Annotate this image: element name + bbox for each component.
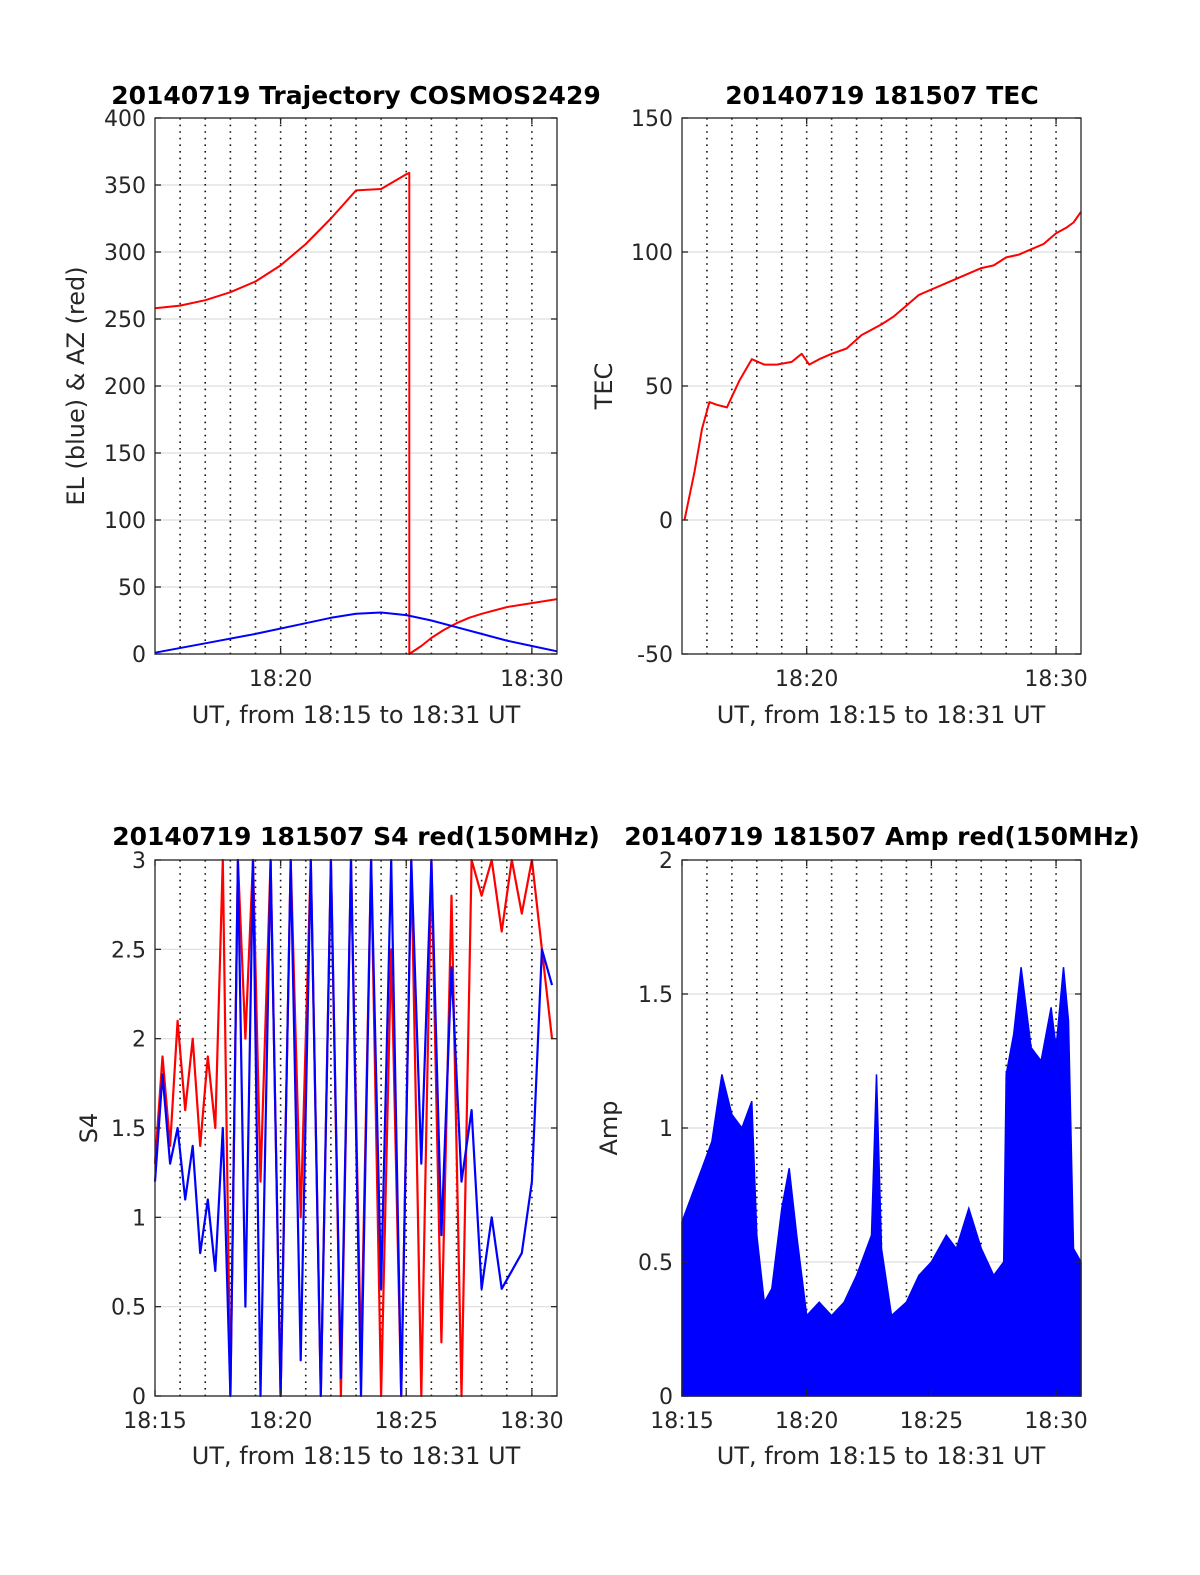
y-tick-label: 1.5 — [111, 1117, 146, 1142]
panel-trajectory: 20140719 Trajectory COSMOS2429 0 50 100 150… — [62, 81, 601, 729]
y-tick-label: 0 — [132, 643, 146, 668]
y-tick-label: 400 — [104, 107, 146, 132]
panel-s4: 20140719 181507 S4 red(150MHz) 0 0.5 1 1.5 2… — [75, 822, 600, 1470]
x-tick-label: 18:15 — [123, 1409, 186, 1434]
x-tick-label: 18:20 — [775, 1409, 838, 1434]
x-axis-label: UT, from 18:15 to 18:31 UT — [717, 701, 1046, 729]
y-tick-label: 1 — [659, 1117, 673, 1142]
y-tick-label: 0.5 — [111, 1296, 146, 1321]
y-tick-label: 3 — [132, 849, 146, 874]
y-tick-label: 50 — [645, 375, 673, 400]
series-AZ-line — [154, 171, 558, 655]
panel-title: 20140719 181507 Amp red(150MHz) — [624, 822, 1140, 851]
y-tick-label: 200 — [104, 375, 146, 400]
y-tick-label: 100 — [104, 509, 146, 534]
x-tick-label: 18:30 — [1024, 667, 1087, 692]
y-tick-label: 0 — [132, 1385, 146, 1410]
y-tick-label: -50 — [637, 643, 673, 668]
y-tick-label: 300 — [104, 241, 146, 266]
series-EL-line — [154, 611, 558, 654]
y-tick-label: 250 — [104, 308, 146, 333]
y-axis-label: S4 — [75, 1113, 103, 1144]
x-tick-label: 18:20 — [249, 1409, 312, 1434]
panel-tec: 20140719 181507 TEC -50 0 50 100 150 18:20 18:… — [590, 81, 1088, 729]
y-tick-label: 350 — [104, 174, 146, 199]
panel-title: 20140719 181507 TEC — [725, 81, 1038, 110]
y-axis-label: TEC — [590, 363, 618, 411]
y-tick-label: 100 — [631, 241, 673, 266]
y-tick-label: 1.5 — [638, 983, 673, 1008]
series-blue-line — [153, 858, 554, 1398]
x-tick-label: 18:15 — [650, 1409, 713, 1434]
panel-title: 20140719 181507 S4 red(150MHz) — [112, 822, 600, 851]
x-tick-label: 18:20 — [775, 667, 838, 692]
y-axis-label: EL (blue) & AZ (red) — [62, 266, 90, 505]
y-tick-label: 2 — [659, 849, 673, 874]
y-tick-label: 150 — [631, 107, 673, 132]
x-axis-label: UT, from 18:15 to 18:31 UT — [192, 1442, 521, 1470]
y-tick-label: 150 — [104, 442, 146, 467]
x-tick-label: 18:30 — [1024, 1409, 1087, 1434]
x-axis-label: UT, from 18:15 to 18:31 UT — [717, 1442, 1046, 1470]
y-tick-label: 0 — [659, 1385, 673, 1410]
x-tick-label: 18:20 — [249, 667, 312, 692]
y-axis-label: Amp — [595, 1100, 623, 1155]
y-tick-label: 1 — [132, 1206, 146, 1231]
y-tick-label: 0.5 — [638, 1251, 673, 1276]
y-tick-label: 0 — [659, 509, 673, 534]
series-blue-envelope-area — [681, 967, 1082, 1397]
x-tick-label: 18:25 — [900, 1409, 963, 1434]
panel-amp: 20140719 181507 Amp red(150MHz) 0 0.5 1 1.5… — [595, 822, 1140, 1470]
y-tick-label: 50 — [118, 576, 146, 601]
x-axis-label: UT, from 18:15 to 18:31 UT — [192, 701, 521, 729]
y-tick-label: 2 — [132, 1028, 146, 1053]
panel-title: 20140719 Trajectory COSMOS2429 — [111, 81, 601, 110]
series-TEC-line — [683, 211, 1082, 521]
x-tick-label: 18:30 — [500, 1409, 563, 1434]
y-tick-label: 2.5 — [111, 938, 146, 963]
x-tick-label: 18:25 — [375, 1409, 438, 1434]
x-tick-label: 18:30 — [500, 667, 563, 692]
